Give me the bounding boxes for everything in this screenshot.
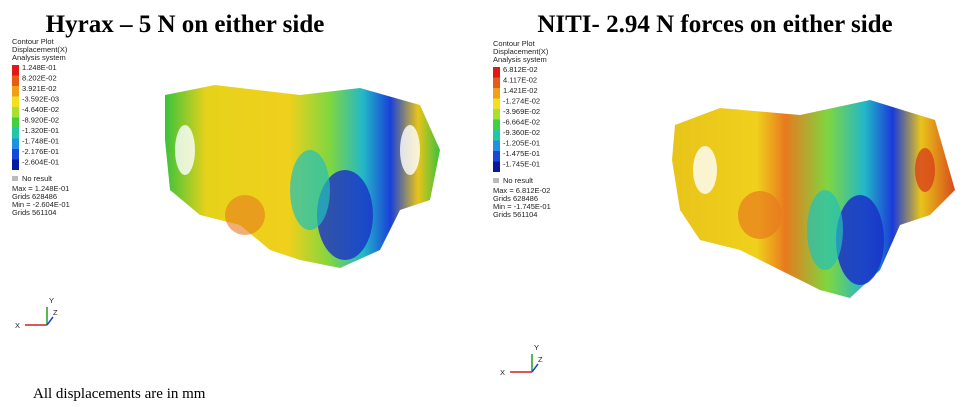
legend-value: -6.664E-02 bbox=[503, 118, 540, 127]
legend-swatch bbox=[493, 120, 500, 131]
axis-label: Y bbox=[534, 343, 539, 352]
legend-value: -3.969E-02 bbox=[503, 107, 540, 116]
legend-value: 8.202E-02 bbox=[22, 74, 57, 83]
legend-value: -1.205E-01 bbox=[503, 139, 540, 148]
no-result: No result bbox=[22, 174, 53, 183]
model-left bbox=[165, 85, 440, 268]
legend-value: 4.117E-02 bbox=[503, 76, 537, 85]
axis-label: Z bbox=[538, 355, 543, 364]
legend-value: 1.248E-01 bbox=[22, 63, 57, 72]
legend-value: 6.812E-02 bbox=[503, 65, 538, 74]
legend-header: Analysis system bbox=[12, 53, 66, 62]
legend-swatch bbox=[493, 67, 500, 78]
legend-swatch bbox=[493, 109, 500, 120]
legend-value: -1.475E-01 bbox=[503, 149, 540, 158]
legend-value: -9.360E-02 bbox=[503, 128, 540, 137]
stat-line: Grids 561104 bbox=[12, 208, 56, 217]
axis-label: X bbox=[15, 321, 20, 330]
legend-swatch bbox=[12, 76, 19, 87]
panel-title: NITI- 2.94 N forces on either side bbox=[537, 11, 892, 38]
legend-value: 3.921E-02 bbox=[22, 84, 57, 93]
legend-swatch bbox=[12, 86, 19, 97]
legend-header: Analysis system bbox=[493, 55, 547, 64]
model-right bbox=[672, 100, 955, 298]
legend-value: -1.320E-01 bbox=[22, 126, 59, 135]
legend-swatch bbox=[12, 65, 19, 76]
legend-swatch bbox=[12, 118, 19, 129]
legend-swatch bbox=[493, 151, 500, 162]
no-result-swatch bbox=[12, 176, 18, 181]
legend-swatch bbox=[12, 149, 19, 160]
legend-value: -1.274E-02 bbox=[503, 97, 540, 106]
legend-swatch bbox=[493, 162, 500, 173]
axis-label: X bbox=[500, 368, 505, 377]
legend-swatch bbox=[12, 128, 19, 139]
legend-value: -1.748E-01 bbox=[22, 137, 59, 146]
axis-z bbox=[532, 364, 538, 372]
legend-value: -4.640E-02 bbox=[22, 105, 59, 114]
legend-swatch bbox=[12, 97, 19, 108]
legend-swatch bbox=[493, 78, 500, 89]
stat-line: Grids 561104 bbox=[493, 210, 537, 219]
legend-swatch bbox=[493, 88, 500, 99]
no-result-swatch bbox=[493, 178, 499, 183]
axis-label: Z bbox=[53, 308, 58, 317]
no-result: No result bbox=[503, 176, 534, 185]
legend-swatch bbox=[493, 141, 500, 152]
panel-title: Hyrax – 5 N on either side bbox=[46, 11, 325, 38]
axis-z bbox=[47, 317, 53, 325]
legend-value: -8.920E-02 bbox=[22, 116, 59, 125]
footer-note: All displacements are in mm bbox=[33, 386, 206, 402]
figure: All displacements are in mm Hyrax – 5 N … bbox=[0, 0, 968, 407]
axis-label: Y bbox=[49, 296, 54, 305]
legend-value: -3.592E-03 bbox=[22, 95, 59, 104]
legend-swatch bbox=[493, 99, 500, 110]
legend-swatch bbox=[12, 139, 19, 150]
legend-swatch bbox=[493, 130, 500, 141]
legend-swatch bbox=[12, 160, 19, 171]
legend-value: -2.604E-01 bbox=[22, 158, 59, 167]
legend-value: -1.745E-01 bbox=[503, 160, 540, 169]
legend-swatch bbox=[12, 107, 19, 118]
legend-value: -2.176E-01 bbox=[22, 147, 59, 156]
legend-value: 1.421E-02 bbox=[503, 86, 538, 95]
